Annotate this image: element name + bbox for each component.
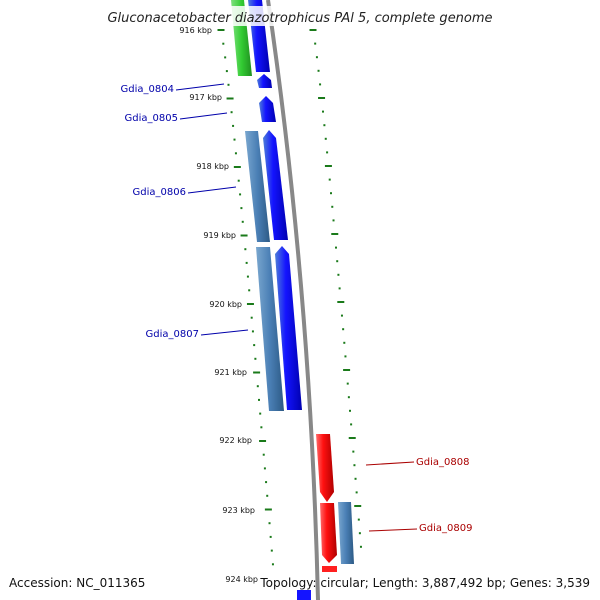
tick-label-924: 924 kbp bbox=[225, 575, 258, 584]
tick-label-916: 916 kbp bbox=[179, 26, 212, 35]
tick-label-917: 917 kbp bbox=[189, 93, 222, 102]
leader-line-gdia-0806 bbox=[187, 186, 237, 194]
gene-label-gdia-0809[interactable]: Gdia_0809 bbox=[419, 523, 472, 534]
map-title: Gluconacetobacter diazotrophicus PAl 5, … bbox=[107, 11, 492, 26]
gene-label-gdia-0805[interactable]: Gdia_0805 bbox=[125, 113, 178, 124]
inner-tick-ring bbox=[217, 29, 274, 566]
gene-label-gdia-0808[interactable]: Gdia_0808 bbox=[416, 457, 469, 468]
feature-track bbox=[231, 0, 354, 600]
cds-gdia-0807 bbox=[275, 246, 302, 410]
leader-line-gdia-0805 bbox=[179, 112, 228, 120]
tick-label-918: 918 kbp bbox=[196, 162, 229, 171]
topology-label: Topology: circular; Length: 3,887,492 bp… bbox=[259, 576, 590, 590]
cds-gdia-0809 bbox=[320, 503, 337, 563]
leader-line-gdia-0809 bbox=[368, 528, 418, 532]
gene-bar-gdia-0806 bbox=[245, 131, 270, 242]
cds-gdia-0804 bbox=[257, 74, 272, 88]
gene-label-gdia-0807[interactable]: Gdia_0807 bbox=[146, 329, 199, 340]
tick-label-920: 920 kbp bbox=[209, 300, 242, 309]
gene-bar-gdia-0807 bbox=[256, 247, 284, 411]
tick-label-922: 922 kbp bbox=[219, 436, 252, 445]
gene-labels: Gdia_0804 Gdia_0805 Gdia_0806 Gdia_0807 … bbox=[121, 83, 472, 534]
cds-gdia-0806 bbox=[263, 130, 288, 240]
gene-label-gdia-0806[interactable]: Gdia_0806 bbox=[133, 187, 186, 198]
gene-label-gdia-0804[interactable]: Gdia_0804 bbox=[121, 84, 174, 95]
genome-backbone bbox=[266, 0, 320, 600]
tick-label-919: 919 kbp bbox=[203, 231, 236, 240]
accession-label: Accession: NC_011365 bbox=[9, 576, 145, 590]
leader-line-gdia-0807 bbox=[200, 329, 249, 336]
title-backdrop bbox=[95, 6, 505, 26]
cds-forward-bottom bbox=[297, 590, 311, 600]
leader-line-gdia-0808 bbox=[365, 461, 415, 466]
gene-bar-gdia-0809 bbox=[338, 502, 354, 564]
cds-reverse-bottom bbox=[322, 566, 337, 572]
tick-labels: 916 kbp 917 kbp 918 kbp 919 kbp 920 kbp … bbox=[179, 26, 258, 584]
tick-label-921: 921 kbp bbox=[214, 368, 247, 377]
outer-tick-ring bbox=[309, 29, 362, 548]
cds-gdia-0805 bbox=[259, 96, 276, 122]
leader-line-gdia-0804 bbox=[175, 83, 225, 91]
tick-label-923: 923 kbp bbox=[222, 506, 255, 515]
cds-gdia-0808 bbox=[316, 434, 334, 502]
